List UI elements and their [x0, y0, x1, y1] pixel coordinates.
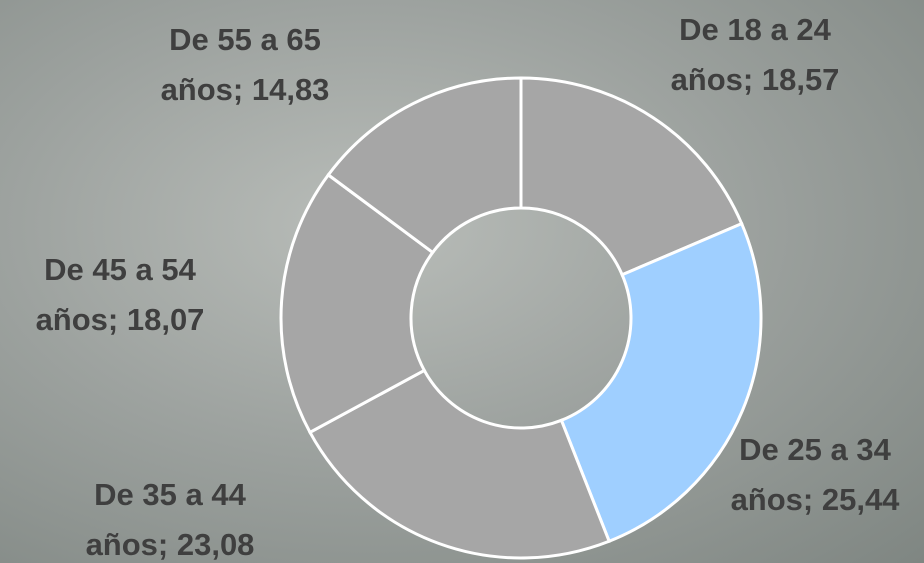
data-label: De 18 a 24 años; 18,57 — [670, 12, 840, 97]
data-label: De 45 a 54 años; 18,07 — [35, 252, 205, 337]
donut-slice — [326, 76, 523, 255]
donut-slice — [307, 368, 612, 560]
data-label: De 25 a 34 años; 25,44 — [730, 432, 900, 517]
donut-slice — [279, 172, 435, 435]
data-label: De 35 a 44 años; 23,08 — [85, 477, 255, 562]
data-label: De 55 a 65 años; 14,83 — [160, 22, 330, 107]
donut-slice — [519, 76, 744, 277]
donut-slice — [559, 221, 763, 544]
